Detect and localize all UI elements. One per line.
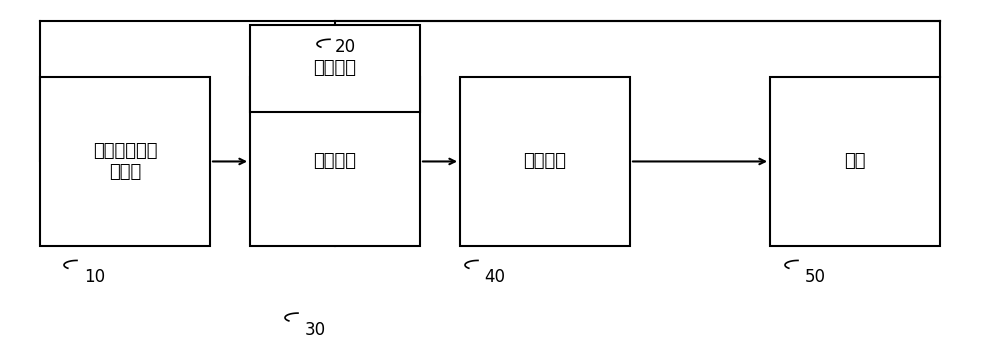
Text: 反电势滤波整
形电路: 反电势滤波整 形电路 — [93, 142, 157, 181]
Text: 起动电路: 起动电路 — [314, 59, 356, 78]
FancyBboxPatch shape — [250, 25, 420, 112]
Text: 电机: 电机 — [844, 152, 866, 171]
FancyBboxPatch shape — [460, 77, 630, 246]
Text: 主控电路: 主控电路 — [524, 152, 566, 171]
Text: 10: 10 — [84, 268, 106, 286]
Text: 20: 20 — [334, 38, 356, 57]
Text: 30: 30 — [304, 321, 326, 339]
Text: 50: 50 — [804, 268, 826, 286]
FancyBboxPatch shape — [40, 77, 210, 246]
Text: 40: 40 — [484, 268, 506, 286]
FancyBboxPatch shape — [770, 77, 940, 246]
Text: 译码电路: 译码电路 — [314, 152, 356, 171]
FancyBboxPatch shape — [250, 77, 420, 246]
